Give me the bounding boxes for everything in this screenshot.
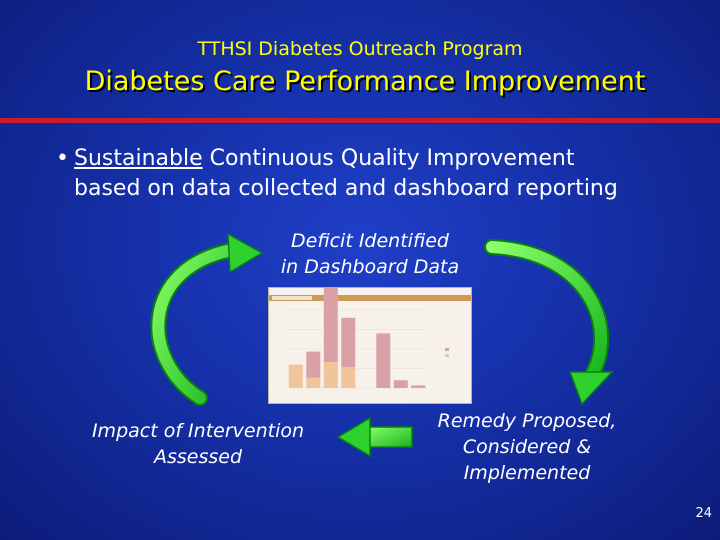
thumb-legend-swatch xyxy=(445,354,449,357)
thumbnail-header-bar xyxy=(269,295,471,301)
curved-arrow-left-icon xyxy=(150,232,264,406)
page-number: 24 xyxy=(695,506,712,521)
title-rule xyxy=(0,118,720,124)
dashboard-mini-chart xyxy=(287,288,449,389)
cycle-label-impact: Impact of Intervention Assessed xyxy=(91,420,305,468)
thumb-bar xyxy=(288,364,303,388)
bullet-underlined-word: Sustainable xyxy=(74,146,203,171)
thumb-bar xyxy=(306,351,321,378)
slide-subtitle: TTHSI Diabetes Outreach Program xyxy=(197,38,523,60)
thumb-bar xyxy=(323,362,338,388)
bullet-text: Sustainable Continuous Quality Improveme… xyxy=(74,144,696,204)
thumb-legend-swatch xyxy=(445,348,449,351)
thumb-bar xyxy=(411,385,426,388)
thumb-bar xyxy=(341,367,356,388)
curved-arrow-right-icon xyxy=(484,239,614,406)
thumb-bar xyxy=(323,288,338,362)
thumbnail-tab xyxy=(272,296,312,300)
bullet-point: • Sustainable Continuous Quality Improve… xyxy=(56,144,696,204)
thumb-bar xyxy=(393,380,408,388)
cycle-label-deficit: Deficit Identified in Dashboard Data xyxy=(280,230,460,278)
bullet-marker: • xyxy=(56,146,69,171)
slide-title: Diabetes Care Performance Improvement xyxy=(84,66,646,97)
thumb-bar xyxy=(306,377,321,388)
bullet-line-2: based on data collected and dashboard re… xyxy=(74,176,618,201)
thumb-bar xyxy=(341,317,356,368)
cycle-label-remedy: Remedy Proposed, Considered & Implemente… xyxy=(437,410,617,484)
thumb-bar xyxy=(376,333,391,388)
bullet-line-1: Continuous Quality Improvement xyxy=(202,146,575,171)
straight-arrow-left-icon xyxy=(336,416,413,458)
dashboard-thumbnail xyxy=(268,287,472,404)
